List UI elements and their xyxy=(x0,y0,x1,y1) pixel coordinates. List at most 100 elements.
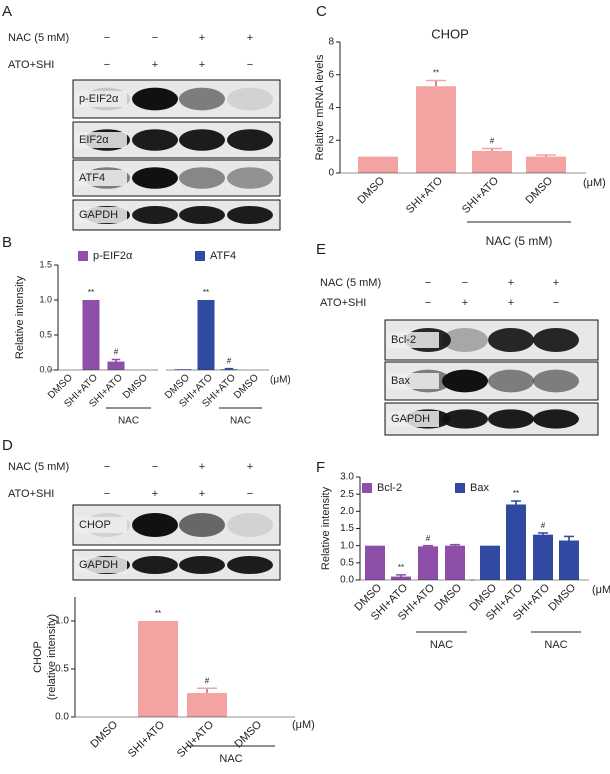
bar xyxy=(559,540,579,580)
blot-band xyxy=(488,369,534,393)
unit-label: (μM) xyxy=(292,719,315,731)
y-tick-label: 1.0 xyxy=(39,294,52,304)
chart-title: CHOP xyxy=(431,26,469,41)
treatment-label: ATO+SHI xyxy=(320,297,366,309)
bar xyxy=(506,504,526,580)
y-tick-label: 2 xyxy=(328,135,334,146)
blot-band xyxy=(227,513,273,537)
group-label: NAC xyxy=(118,416,139,427)
group-label: NAC xyxy=(544,639,567,651)
y-tick-label: 8 xyxy=(328,37,334,48)
significance-mark: ** xyxy=(398,563,404,572)
panel-label: D xyxy=(2,437,13,454)
legend-label: ATF4 xyxy=(210,250,236,262)
y-tick-label: 0 xyxy=(328,168,334,179)
bar xyxy=(416,86,456,173)
y-tick-label: 0.5 xyxy=(340,557,354,568)
treatment-sign: + xyxy=(508,277,514,289)
bar xyxy=(445,545,465,580)
blot-label: Bcl-2 xyxy=(391,334,416,346)
y-axis-label: (relative intensity) xyxy=(46,614,58,700)
blot-band xyxy=(179,167,225,189)
blot-label: GAPDH xyxy=(79,559,118,571)
x-tick-label: SHI+ATO xyxy=(460,174,502,216)
x-tick-label: DMSO xyxy=(232,372,261,401)
significance-mark: # xyxy=(227,357,232,366)
blot-band xyxy=(227,87,273,111)
treatment-sign: − xyxy=(462,277,468,289)
blot-band xyxy=(179,206,225,224)
bar xyxy=(187,693,227,717)
blot-label: CHOP xyxy=(79,519,111,531)
blot-label-bg xyxy=(75,557,127,573)
blot-label: EIF2α xyxy=(79,134,109,146)
treatment-sign: − xyxy=(152,32,158,44)
treatment-sign: + xyxy=(199,488,205,500)
bar xyxy=(526,156,566,173)
significance-mark: ** xyxy=(88,288,94,297)
blot-band xyxy=(488,409,534,429)
bar xyxy=(472,150,512,173)
treatment-sign: + xyxy=(199,32,205,44)
significance-mark: ** xyxy=(155,609,161,618)
blot-band xyxy=(132,513,178,537)
legend-swatch xyxy=(455,483,465,493)
x-tick-label: DMSO xyxy=(523,174,555,206)
blot-band xyxy=(132,167,178,189)
x-tick-label: SHI+ATO xyxy=(126,718,168,760)
treatment-sign: − xyxy=(425,277,431,289)
treatment-label: NAC (5 mM) xyxy=(8,32,69,44)
treatment-label: ATO+SHI xyxy=(8,488,54,500)
legend-swatch xyxy=(195,251,205,261)
y-tick-label: 0.5 xyxy=(55,664,69,675)
x-tick-label: DMSO xyxy=(355,174,387,206)
unit-label: (μM) xyxy=(583,177,606,189)
treatment-label: NAC (5 mM) xyxy=(320,277,381,289)
y-tick-label: 3.0 xyxy=(340,472,354,483)
blot-label: p-EIF2α xyxy=(79,93,119,105)
bar xyxy=(107,361,125,370)
treatment-sign: − xyxy=(104,461,110,473)
bar xyxy=(358,156,398,173)
blot-label-bg xyxy=(75,91,127,107)
y-axis-label: Relative intensity xyxy=(320,486,332,570)
blot-band xyxy=(488,328,534,352)
y-tick-label: 2.0 xyxy=(340,506,354,517)
legend-label: Bcl-2 xyxy=(377,482,402,494)
y-tick-label: 2.5 xyxy=(340,489,354,500)
treatment-sign: + xyxy=(247,32,253,44)
x-tick-label: DMSO xyxy=(432,581,464,613)
blot-band xyxy=(132,206,178,224)
legend-swatch xyxy=(362,483,372,493)
bar xyxy=(82,300,100,370)
significance-mark: # xyxy=(114,348,119,357)
treatment-sign: − xyxy=(247,488,253,500)
blot-band xyxy=(533,328,579,352)
blot-band xyxy=(132,129,178,151)
bar xyxy=(138,621,178,717)
blot-band xyxy=(442,328,488,352)
treatment-sign: + xyxy=(199,59,205,71)
significance-mark: # xyxy=(541,521,546,530)
blot-label-bg xyxy=(75,132,127,148)
treatment-sign: − xyxy=(553,297,559,309)
group-label: NAC xyxy=(230,416,251,427)
legend-label: p-EIF2α xyxy=(93,250,133,262)
blot-band xyxy=(442,369,488,393)
panel-label: A xyxy=(2,3,12,20)
blot-label-bg xyxy=(75,170,127,186)
blot-band xyxy=(179,129,225,151)
blot-band xyxy=(132,556,178,574)
bar xyxy=(197,300,215,370)
blot-band xyxy=(132,87,178,111)
y-tick-label: 0.0 xyxy=(39,364,52,374)
y-tick-label: 0.0 xyxy=(340,575,354,586)
x-tick-label: DMSO xyxy=(546,581,578,613)
blot-band xyxy=(179,556,225,574)
y-tick-label: 1.5 xyxy=(340,523,354,534)
treatment-sign: + xyxy=(462,297,468,309)
blot-label-bg xyxy=(387,411,439,427)
bar xyxy=(480,545,500,580)
treatment-sign: + xyxy=(553,277,559,289)
